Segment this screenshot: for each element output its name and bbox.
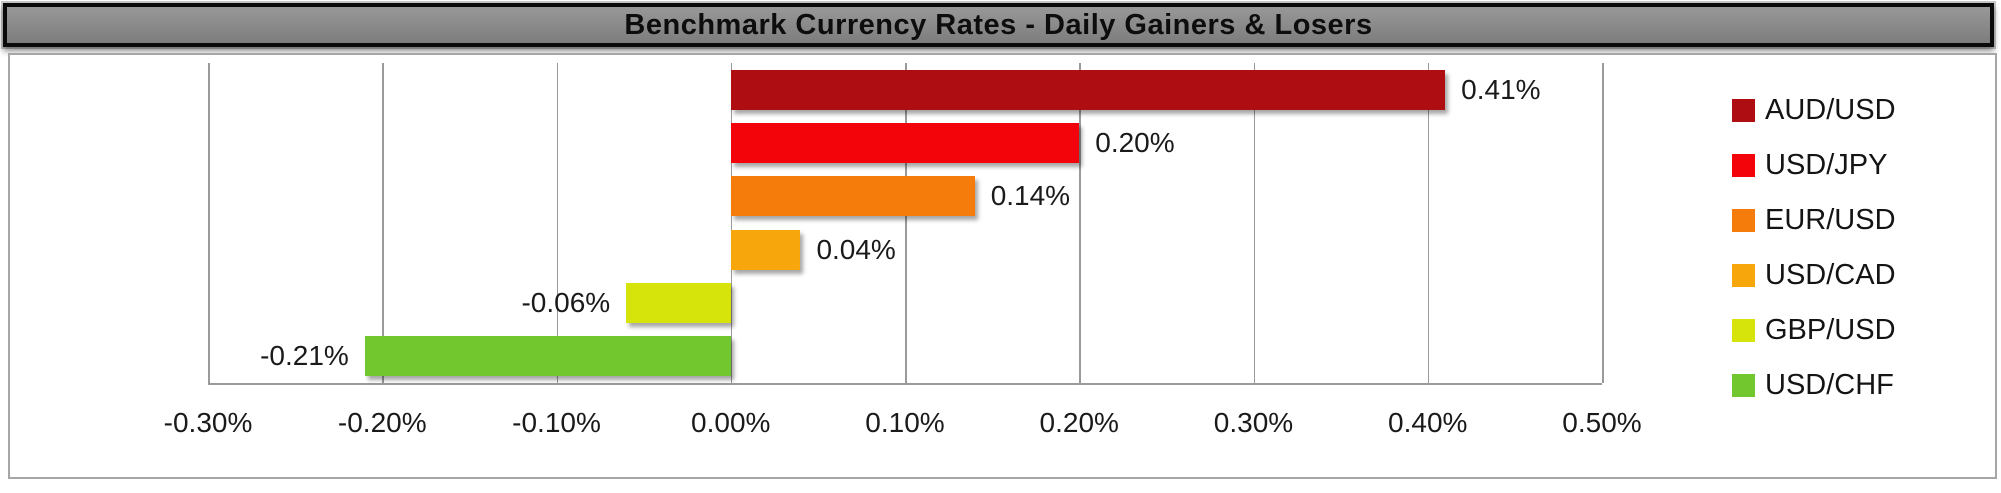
bar-value-label: 0.20% <box>1095 126 1175 158</box>
legend-swatch-icon <box>1732 209 1755 232</box>
chart-box: 0.41% 0.20% 0.14% 0.04% -0.06% -0.21% -0.30% -… <box>8 53 1997 479</box>
x-tick-label: 0.50% <box>1562 407 1642 438</box>
bar-row-gbp-usd: -0.06% <box>208 276 1602 329</box>
gridline <box>1427 63 1430 383</box>
x-tick-label: 0.40% <box>1388 407 1468 438</box>
x-tick-label: -0.20% <box>337 407 427 438</box>
legend-swatch-icon <box>1732 374 1755 397</box>
x-tick-label: -0.30% <box>163 407 253 438</box>
x-axis: -0.30% -0.20% -0.10% 0.00% 0.10% 0.20% 0.30% 0.… <box>164 407 1642 441</box>
legend-item-gbp-usd: GBP/USD <box>1732 303 1896 358</box>
gridline <box>730 63 733 383</box>
bar-value-label: -0.21% <box>260 340 349 372</box>
gridline <box>1253 63 1255 383</box>
legend-item-usd-chf: USD/CHF <box>1732 358 1896 413</box>
legend-label: EUR/USD <box>1765 204 1896 236</box>
x-tick-label: -0.10% <box>512 407 601 438</box>
x-tick-label: 0.10% <box>865 407 945 438</box>
legend-label: AUD/USD <box>1765 94 1896 126</box>
bar-gbp-usd <box>626 282 731 323</box>
bar-row-usd-chf: -0.21% <box>208 330 1602 383</box>
bar-value-label: 0.41% <box>1461 73 1541 105</box>
gridline <box>1079 63 1081 383</box>
legend: AUD/USD USD/JPY EUR/USD USD/CAD GBP/USD USD/C… <box>1732 83 1896 413</box>
bar-row-usd-cad: 0.04% <box>208 223 1602 276</box>
bar-usd-cad <box>730 229 801 270</box>
legend-label: USD/CAD <box>1765 259 1896 291</box>
bar-row-usd-jpy: 0.20% <box>208 116 1602 169</box>
bar-value-label: 0.14% <box>990 180 1071 212</box>
gridline <box>208 63 210 383</box>
legend-swatch-icon <box>1732 99 1755 122</box>
legend-label: USD/CHF <box>1765 369 1894 401</box>
chart-title-bar: Benchmark Currency Rates - Daily Gainers… <box>3 3 1994 47</box>
legend-item-usd-jpy: USD/JPY <box>1732 138 1896 193</box>
legend-label: USD/JPY <box>1765 149 1888 181</box>
bar-row-eur-usd: 0.14% <box>208 170 1602 223</box>
bar-eur-usd <box>730 176 975 217</box>
legend-swatch-icon <box>1732 154 1755 177</box>
x-tick-label: 0.00% <box>691 407 771 438</box>
gridline <box>1602 63 1604 383</box>
gridline <box>905 63 907 383</box>
bar-value-label: -0.06% <box>521 286 611 318</box>
bar-usd-jpy <box>730 122 1080 163</box>
legend-swatch-icon <box>1732 319 1755 342</box>
gridline <box>382 63 384 383</box>
chart-title: Benchmark Currency Rates - Daily Gainers… <box>624 8 1373 41</box>
bar-usd-chf <box>364 336 731 377</box>
legend-item-eur-usd: EUR/USD <box>1732 193 1896 248</box>
gridline <box>556 63 558 383</box>
legend-label: GBP/USD <box>1765 314 1896 346</box>
legend-item-aud-usd: AUD/USD <box>1732 83 1896 138</box>
legend-swatch-icon <box>1732 264 1755 287</box>
plot-area: 0.41% 0.20% 0.14% 0.04% -0.06% -0.21% <box>208 63 1604 385</box>
legend-item-usd-cad: USD/CAD <box>1732 248 1896 303</box>
bar-aud-usd <box>730 69 1446 110</box>
bar-row-aud-usd: 0.41% <box>208 63 1602 116</box>
x-tick-label: 0.20% <box>1039 407 1119 438</box>
bar-value-label: 0.04% <box>816 233 896 265</box>
x-tick-label: 0.30% <box>1213 407 1294 438</box>
